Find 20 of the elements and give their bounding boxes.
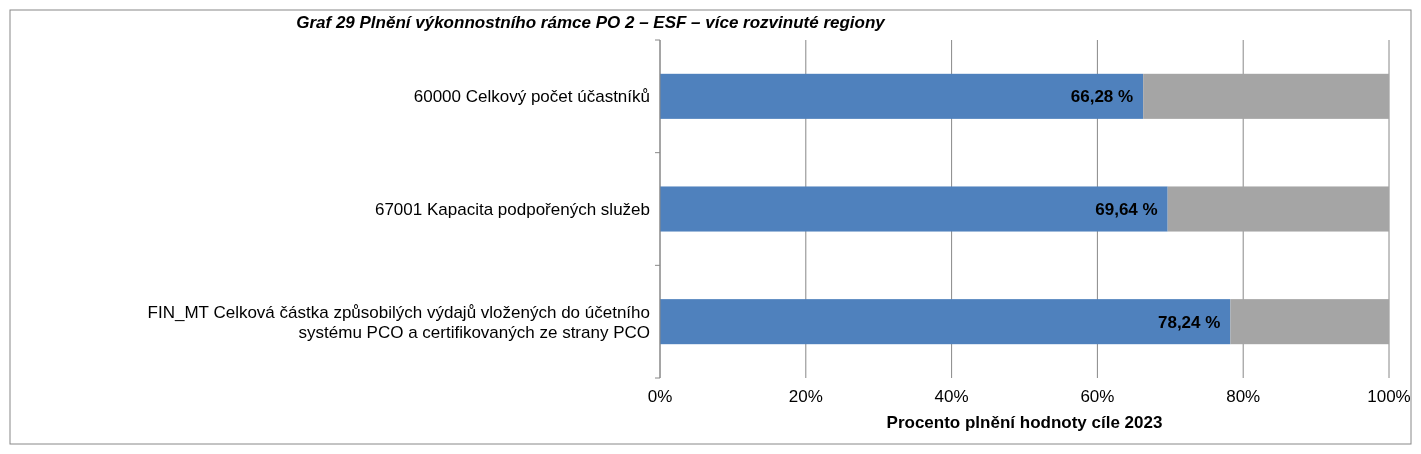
bar: [1230, 299, 1389, 345]
y-tick-label: 60000 Celkový počet účastníků: [413, 87, 650, 107]
data-label: 78,24 %: [1157, 312, 1221, 332]
data-label: 66,28 %: [1070, 87, 1134, 107]
x-axis-title: Procento plnění hodnoty cíle 2023: [886, 413, 1163, 432]
x-tick-label: 40%: [934, 387, 969, 406]
bar: [660, 186, 1168, 232]
y-tick-label: 67001 Kapacita podpořených služeb: [374, 199, 650, 219]
x-tick-label: 20%: [788, 387, 823, 406]
bar: [660, 73, 1144, 119]
bar: [660, 299, 1231, 345]
x-tick-label: 0%: [647, 387, 673, 406]
x-tick-label: 100%: [1367, 387, 1411, 406]
x-tick-label: 60%: [1080, 387, 1115, 406]
y-tick-label: FIN_MT Celková částka způsobilých výdajů vložených do účetního systému PCO a certifikovaných ze strany PCO: [147, 302, 650, 342]
bar: [1167, 186, 1389, 232]
x-tick-label: 80%: [1226, 387, 1261, 406]
data-label: 69,64 %: [1095, 199, 1158, 219]
bar: [1143, 73, 1389, 119]
chart-title: Graf 29 Plnění výkonnostního rámce PO 2 – ESF – více rozvinuté regiony: [296, 13, 887, 32]
